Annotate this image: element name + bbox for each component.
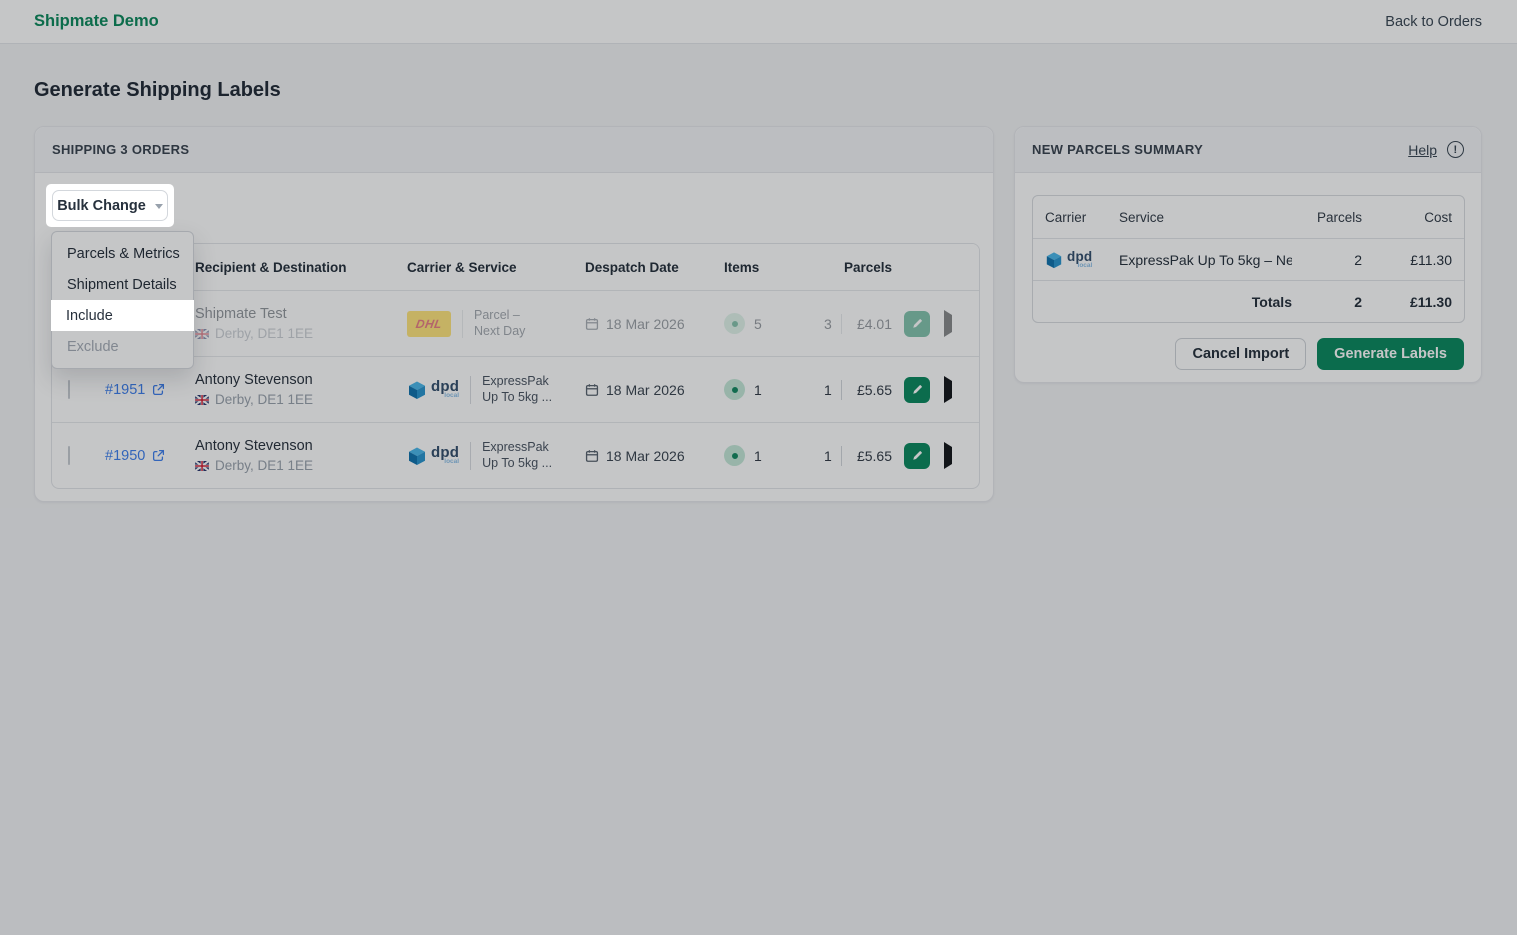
col-service: Service [1119, 209, 1165, 225]
items-count: 1 [754, 381, 762, 398]
edit-parcels-button[interactable] [904, 376, 930, 403]
dpd-logo: dpd local [407, 445, 459, 466]
app-title: Shipmate Demo [34, 12, 159, 30]
table-row-1951: #1951 Antony Stevenson Derby, DE1 1EE dp… [52, 356, 979, 422]
recipient-location: Derby, DE1 1EE [215, 326, 314, 341]
service-name: ExpressPak Up To 5kg ... [482, 439, 553, 470]
calendar-icon [585, 317, 599, 330]
bulk-change-spotlight: Bulk Change [46, 184, 174, 227]
parcels-count: 1 [824, 447, 832, 464]
order-link[interactable]: #1950 [105, 448, 195, 464]
service-name: ExpressPak Up To 5kg ... [482, 373, 553, 404]
shipping-orders-header: SHIPPING 3 ORDERS [35, 127, 993, 173]
summary-header-row: Carrier Service Parcels Cost [1033, 196, 1464, 238]
dhl-logo: DHL [407, 310, 451, 337]
parcels-cost: £5.65 [856, 381, 892, 398]
summary-table: Carrier Service Parcels Cost dpd local Ex… [1032, 195, 1465, 323]
parcels-cost: £5.65 [856, 447, 892, 464]
flag-gb-icon [195, 394, 209, 405]
info-icon[interactable]: ! [1447, 141, 1464, 158]
items-count: 5 [754, 315, 762, 332]
edit-parcels-button[interactable] [904, 442, 930, 469]
flag-gb-icon [195, 460, 209, 471]
summary-actions: Cancel Import Generate Labels [1175, 338, 1464, 370]
parcels-count: 1 [824, 381, 832, 398]
recipient-name: Antony Stevenson [195, 438, 313, 454]
pencil-icon [912, 319, 922, 328]
parcels-count: 3 [824, 315, 832, 332]
totals-label: Totals [1251, 293, 1292, 310]
top-bar: Shipmate Demo Back to Orders [0, 0, 1517, 44]
col-parcels: Parcels [843, 259, 892, 275]
menu-item-shipment-details[interactable]: Shipment Details [67, 276, 177, 293]
table-row-1950: #1950 Antony Stevenson Derby, DE1 1EE dp… [52, 422, 979, 488]
col-carrier: Carrier & Service [407, 259, 517, 275]
menu-item-include[interactable]: Include [51, 300, 194, 331]
despatch-date: 18 Mar 2026 [606, 447, 685, 464]
recipient-name: Antony Stevenson [195, 372, 313, 388]
row-checkbox[interactable] [68, 445, 70, 465]
summary-cost: £11.30 [1410, 251, 1452, 268]
recipient-location: Derby, DE1 1EE [215, 458, 314, 473]
pencil-icon [912, 385, 922, 394]
table-row-excluded: Shipmate Test Derby, DE1 1EE DHL Parcel … [52, 290, 979, 356]
items-status-icon [724, 379, 745, 400]
shipping-orders-panel: SHIPPING 3 ORDERS Recipient & Destinatio… [34, 126, 994, 502]
orders-table-header-row: Recipient & Destination Carrier & Servic… [52, 244, 979, 290]
despatch-date: 18 Mar 2026 [606, 381, 685, 398]
shipping-orders-title: SHIPPING 3 ORDERS [52, 142, 190, 157]
summary-title: NEW PARCELS SUMMARY [1032, 142, 1204, 157]
bulk-change-button[interactable]: Bulk Change [52, 190, 168, 221]
totals-cost: £11.30 [1409, 293, 1452, 310]
recipient-location: Derby, DE1 1EE [215, 392, 314, 407]
new-parcels-summary-panel: NEW PARCELS SUMMARY Help ! Carrier Servi… [1014, 126, 1482, 383]
summary-service: ExpressPak Up To 5kg – Next... [1119, 251, 1292, 268]
page-title: Generate Shipping Labels [34, 79, 281, 101]
items-status-icon [724, 313, 745, 334]
help-link[interactable]: Help [1408, 141, 1437, 158]
despatch-date: 18 Mar 2026 [606, 315, 685, 332]
chevron-down-icon [154, 203, 163, 209]
col-cost: Cost [1424, 209, 1452, 225]
external-link-icon [153, 383, 165, 396]
col-carrier: Carrier [1045, 209, 1087, 225]
summary-totals-row: Totals 2 £11.30 [1033, 280, 1464, 322]
pencil-icon [912, 451, 922, 460]
calendar-icon [585, 383, 599, 396]
service-name: Parcel – Next Day [474, 307, 526, 338]
calendar-icon [585, 449, 599, 462]
menu-item-exclude[interactable]: Exclude [67, 338, 119, 355]
items-status-icon [724, 445, 745, 466]
recipient-name: Shipmate Test [195, 306, 287, 322]
generate-labels-button[interactable]: Generate Labels [1317, 338, 1464, 370]
row-checkbox[interactable] [68, 379, 70, 399]
orders-table: Recipient & Destination Carrier & Servic… [51, 243, 980, 489]
menu-item-parcels-metrics[interactable]: Parcels & Metrics [67, 245, 180, 262]
back-to-orders-link[interactable]: Back to Orders [1385, 13, 1482, 30]
summary-header: NEW PARCELS SUMMARY Help ! [1015, 127, 1481, 173]
order-link[interactable]: #1951 [105, 382, 195, 398]
dpd-logo: dpd local [407, 379, 459, 400]
col-parcels: Parcels [1316, 209, 1362, 225]
col-items: Items [724, 259, 760, 275]
summary-parcels: 2 [1354, 251, 1362, 268]
flag-gb-icon [195, 328, 209, 339]
totals-parcels: 2 [1354, 293, 1362, 310]
parcels-cost: £4.01 [856, 315, 892, 332]
edit-parcels-button[interactable] [904, 310, 930, 337]
col-recipient: Recipient & Destination [195, 259, 347, 275]
dpd-logo: dpd local [1045, 250, 1119, 269]
items-count: 1 [754, 447, 762, 464]
col-despatch: Despatch Date [585, 259, 679, 275]
external-link-icon [153, 449, 165, 462]
cancel-import-button[interactable]: Cancel Import [1175, 338, 1307, 370]
